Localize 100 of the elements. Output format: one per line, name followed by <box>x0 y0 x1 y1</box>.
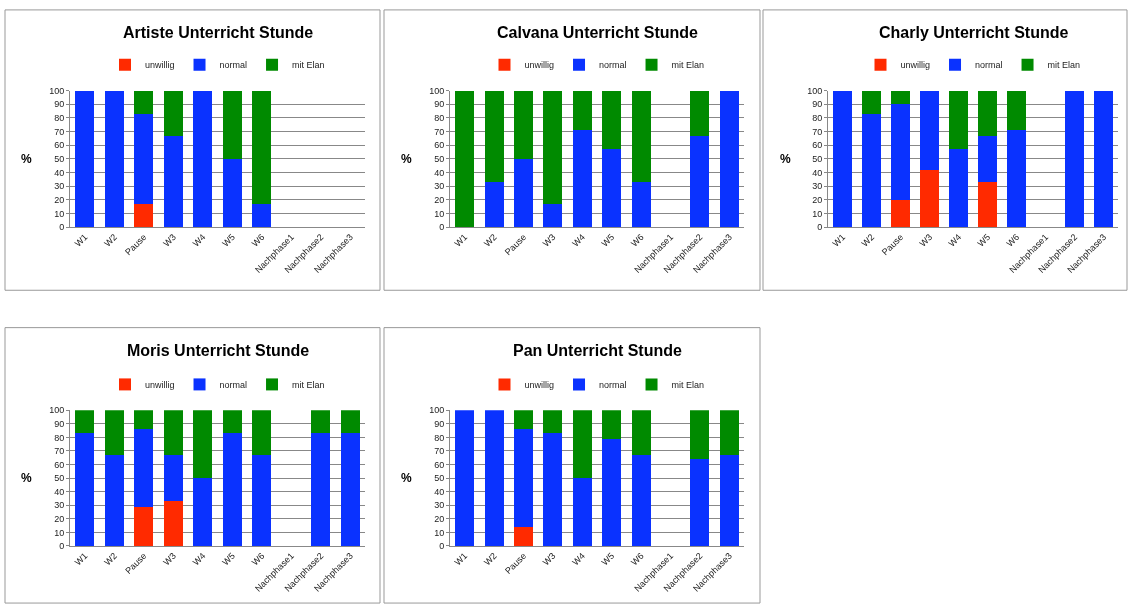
y-tick-label: 30 <box>434 181 445 192</box>
y-tick-label: 100 <box>49 405 65 416</box>
y-tick-label: 50 <box>54 473 65 484</box>
x-tick-label: W1 <box>72 550 90 568</box>
bar <box>484 90 504 183</box>
bar <box>719 410 739 456</box>
bar <box>104 90 124 228</box>
bar <box>719 90 739 228</box>
legend-label: unwillig <box>524 60 555 71</box>
y-tick-label: 90 <box>54 99 65 110</box>
bar <box>690 459 710 546</box>
bar <box>222 158 242 228</box>
y-tick-label: 40 <box>434 167 445 178</box>
bar <box>222 410 242 434</box>
y-tick-label: 10 <box>434 208 445 219</box>
bar <box>690 135 710 228</box>
y-tick-label: 80 <box>54 432 65 443</box>
y-tick-label: 0 <box>439 541 445 552</box>
bar <box>602 438 622 546</box>
bar <box>340 433 360 546</box>
y-tick-label: 30 <box>434 500 445 511</box>
x-tick-label: W5 <box>220 550 237 568</box>
bar <box>978 90 997 136</box>
x-tick-label: W2 <box>102 550 119 568</box>
bar <box>543 433 563 546</box>
bar <box>513 90 534 159</box>
legend-label: unwillig <box>145 379 175 390</box>
y-axis-title: % <box>21 152 32 166</box>
y-tick-label: 90 <box>434 418 445 429</box>
y-axis-title: % <box>401 152 412 166</box>
bar <box>134 410 154 430</box>
chart-title: Moris Unterricht Stunde <box>127 342 310 359</box>
bar <box>484 410 504 546</box>
x-tick-label: W2 <box>482 550 499 568</box>
y-tick-label: 100 <box>807 85 823 96</box>
bar <box>891 104 910 200</box>
y-tick-label: 90 <box>54 418 65 429</box>
bar <box>163 135 183 228</box>
y-tick-label: 10 <box>434 527 445 538</box>
y-tick-label: 40 <box>54 167 65 178</box>
bar <box>891 90 910 105</box>
bar <box>690 410 710 460</box>
x-tick-label: W2 <box>102 232 119 249</box>
x-tick-label: W1 <box>72 232 90 249</box>
bar <box>163 90 183 136</box>
y-tick-label: 10 <box>54 527 65 538</box>
bar <box>484 182 504 228</box>
bar <box>222 433 242 546</box>
bar <box>193 90 213 228</box>
legend-label: mit Elan <box>671 379 705 390</box>
x-tick-label: W3 <box>161 232 178 249</box>
y-tick-label: 40 <box>812 167 823 178</box>
bar <box>311 433 331 546</box>
bar <box>690 90 710 136</box>
chart-title: Charly Unterricht Stunde <box>879 24 1069 41</box>
bar <box>833 90 852 228</box>
y-tick-label: 0 <box>817 222 823 233</box>
y-tick-label: 20 <box>434 514 445 524</box>
x-tick-label: W4 <box>570 550 587 568</box>
y-tick-label: 100 <box>49 85 65 96</box>
y-tick-label: 60 <box>54 140 65 151</box>
y-tick-label: 80 <box>434 113 445 124</box>
bar <box>134 204 154 228</box>
y-tick-label: 40 <box>54 486 65 497</box>
bar <box>104 410 124 456</box>
bar <box>949 149 968 228</box>
chart-title: Calvana Unterricht Stunde <box>497 24 699 41</box>
y-tick-label: 90 <box>812 99 823 110</box>
bar <box>631 90 651 183</box>
legend-label: unwillig <box>145 60 175 71</box>
y-tick-label: 50 <box>54 154 65 165</box>
bar <box>1065 90 1084 228</box>
bar <box>602 90 622 150</box>
x-tick-label: W5 <box>220 232 237 249</box>
bar <box>340 410 360 434</box>
bar <box>513 158 534 228</box>
bar <box>75 410 95 434</box>
y-tick-label: 60 <box>434 459 445 470</box>
bar <box>920 90 939 170</box>
x-tick-label: W5 <box>599 232 617 249</box>
bar <box>252 410 272 456</box>
y-tick-label: 30 <box>54 181 65 192</box>
bar <box>163 455 183 502</box>
y-tick-label: 20 <box>54 195 65 206</box>
bar <box>949 90 968 150</box>
x-tick-label: W1 <box>452 550 470 568</box>
y-tick-label: 40 <box>434 486 445 497</box>
y-tick-label: 100 <box>429 405 445 416</box>
bar <box>513 410 534 430</box>
legend-label: mit Elan <box>292 379 325 390</box>
y-tick-label: 50 <box>434 473 445 484</box>
legend-label: mit Elan <box>1047 60 1081 71</box>
bar <box>104 455 124 546</box>
bar <box>222 90 242 159</box>
bar <box>1007 90 1026 131</box>
x-tick-label: W2 <box>482 232 499 249</box>
bar <box>193 410 213 479</box>
legend-label: unwillig <box>900 60 931 71</box>
bar <box>75 90 95 228</box>
legend-label: mit Elan <box>292 60 325 71</box>
